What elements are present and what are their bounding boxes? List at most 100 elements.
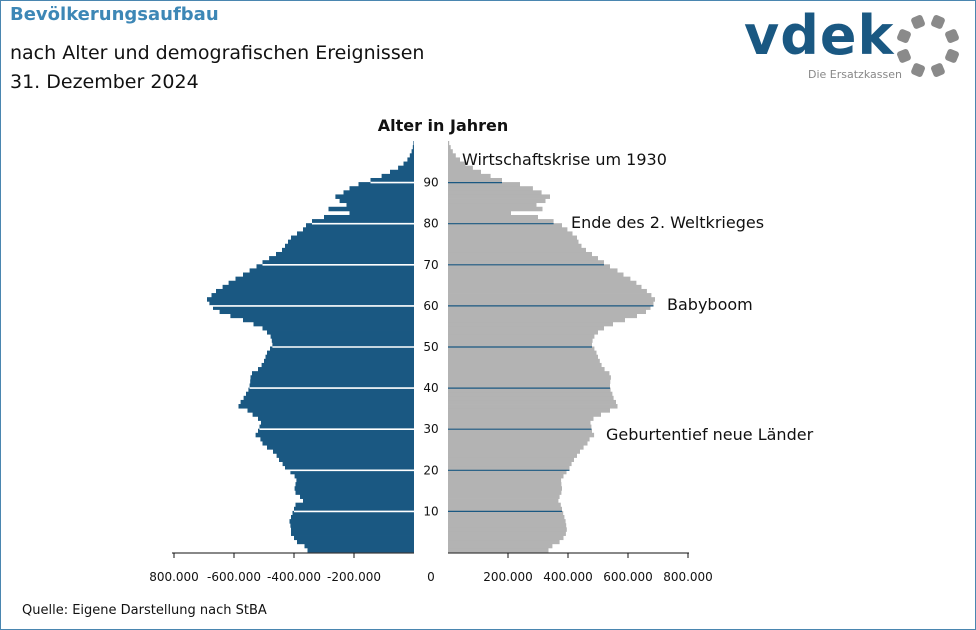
bar-right (448, 375, 611, 380)
bar-right (448, 416, 594, 421)
bar-right (448, 395, 614, 401)
bar-left (306, 223, 414, 228)
bar-left (253, 321, 414, 327)
bar-left (276, 453, 414, 458)
bar-left (328, 206, 414, 212)
bar-left (307, 547, 414, 553)
bar-right (448, 317, 625, 323)
bar-left (290, 523, 414, 528)
bar-right (448, 321, 613, 327)
bar-right (448, 478, 562, 483)
bar-right (448, 424, 592, 430)
bar-left (304, 543, 414, 549)
x-tick-label: -200.000 (327, 570, 381, 584)
x-tick-label: 400.000 (543, 570, 593, 584)
bar-left (358, 182, 414, 187)
x-tick-label: 200.000 (483, 570, 533, 584)
bar-right (448, 535, 564, 541)
bar-left (291, 527, 414, 532)
bar-left (230, 313, 414, 319)
bar-right (448, 206, 543, 212)
bar-right (448, 276, 631, 282)
bar-right (448, 280, 637, 286)
bar-right (448, 482, 562, 487)
bar-left (296, 478, 414, 483)
bar-right (448, 494, 560, 499)
chart-title: Bevölkerungsaufbau (10, 4, 219, 25)
bar-right (448, 177, 502, 183)
bar-right (448, 465, 570, 471)
bar-right (448, 354, 598, 360)
x-tick-label: -400.000 (267, 570, 321, 584)
bar-left (272, 342, 414, 347)
bar-left (243, 317, 414, 323)
bar-left (270, 334, 414, 339)
bar-right (448, 383, 610, 388)
bar-left (209, 301, 414, 306)
bar-left (243, 272, 414, 278)
bar-right (448, 346, 595, 352)
bar-left (282, 461, 414, 467)
bar-right (448, 313, 637, 319)
bar-right (448, 408, 610, 413)
bar-right (448, 260, 604, 265)
bar-right (448, 531, 566, 536)
bar-right (448, 486, 562, 491)
bar-right (448, 519, 566, 524)
bar-right (448, 235, 577, 241)
bar-left (295, 490, 414, 495)
bar-right (448, 543, 553, 549)
bar-left (211, 293, 414, 298)
bar-right (448, 358, 600, 364)
bar-right (448, 198, 546, 204)
bar-left (261, 362, 414, 368)
bar-left (303, 498, 414, 504)
bar-left (235, 276, 414, 282)
bar-left (249, 383, 414, 388)
bar-left (303, 227, 414, 232)
bar-right (448, 227, 568, 232)
chart-subtitle: nach Alter und demografischen Ereignisse… (10, 42, 425, 64)
bar-right (448, 165, 473, 171)
bar-left (270, 346, 414, 352)
bar-left (252, 412, 414, 417)
logo-ring-dot (931, 63, 945, 77)
bar-right (448, 325, 604, 331)
bar-right (448, 264, 610, 269)
bar-left (216, 288, 414, 294)
age-tick-label: 80 (423, 217, 438, 231)
bar-left (295, 502, 414, 508)
bar-right (448, 309, 646, 315)
bar-right (448, 350, 597, 356)
x-tick-label: 600.000 (603, 570, 653, 584)
bar-left (291, 531, 414, 536)
bar-right (448, 284, 642, 290)
bar-right (448, 210, 511, 216)
age-tick-label: 40 (423, 381, 438, 395)
logo-ring-dot (911, 63, 925, 77)
bar-right (448, 239, 579, 245)
bar-right (448, 367, 605, 372)
bar-right (448, 469, 567, 475)
bar-left (290, 469, 414, 475)
bar-left (294, 535, 414, 541)
bar-right (448, 461, 572, 467)
age-tick-label: 10 (423, 504, 438, 518)
bar-right (448, 379, 611, 384)
bar-right (448, 301, 654, 306)
bar-left (288, 239, 414, 245)
bar-left (243, 395, 414, 401)
bar-left (249, 268, 414, 273)
x-tick-label: 800.000 (149, 570, 199, 584)
bar-left (285, 465, 414, 471)
bar-left (413, 141, 414, 146)
bar-left (238, 404, 414, 409)
bar-right (448, 445, 584, 450)
bar-left (271, 338, 414, 343)
bar-right (448, 153, 456, 158)
bar-left (255, 432, 414, 438)
bar-left (292, 510, 414, 516)
bar-right (448, 404, 618, 409)
bar-right (448, 391, 613, 397)
